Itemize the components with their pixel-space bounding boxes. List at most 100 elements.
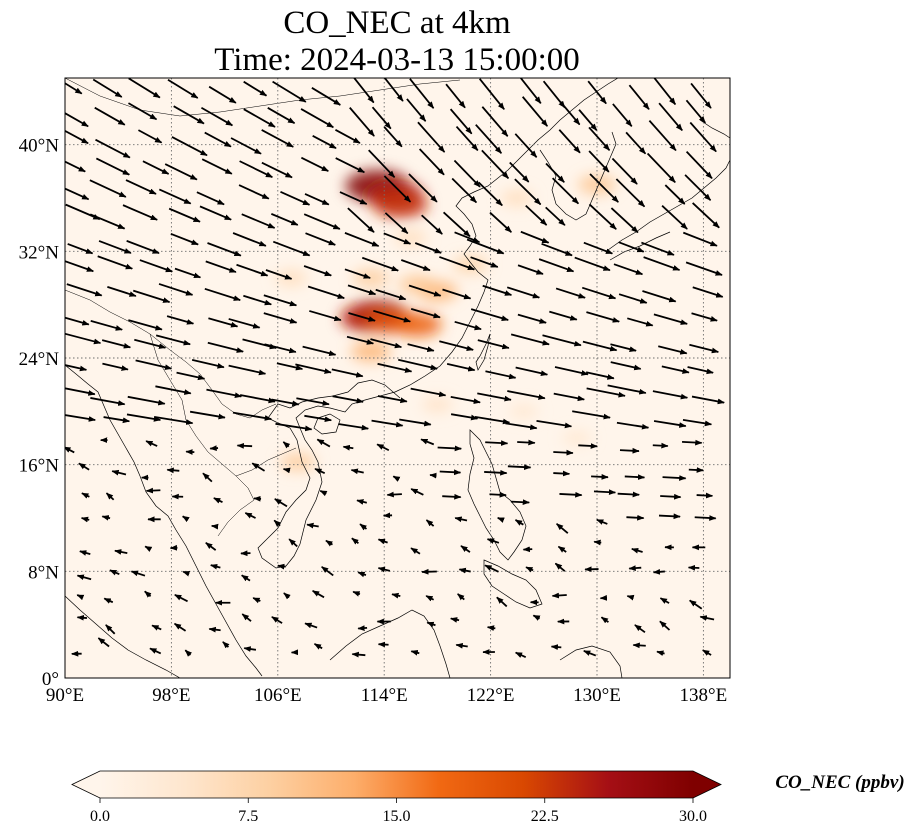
wind-arrow	[79, 550, 91, 556]
wind-arrow	[691, 395, 725, 405]
concentration-hotspot	[394, 229, 427, 247]
wind-arrow	[702, 649, 712, 656]
wind-arrow	[455, 642, 468, 649]
wind-arrow	[445, 83, 466, 109]
wind-arrow	[485, 440, 509, 446]
lat-tick-label: 8°N	[28, 562, 59, 583]
wind-arrow	[149, 647, 162, 655]
wind-arrow	[437, 445, 462, 452]
wind-arrow	[450, 617, 460, 623]
wind-arrow	[65, 129, 89, 145]
wind-arrow	[303, 265, 332, 277]
wind-arrow	[484, 469, 508, 476]
colorbar-body	[100, 771, 693, 798]
wind-arrow	[65, 160, 86, 173]
wind-arrow	[288, 538, 298, 548]
wind-arrow	[375, 288, 407, 301]
wind-arrow	[383, 126, 403, 148]
wind-arrow	[283, 592, 291, 600]
wind-arrow	[478, 181, 503, 207]
wind-arrow	[658, 513, 681, 520]
wind-arrow	[182, 570, 191, 577]
wind-arrow	[335, 129, 361, 144]
wind-arrow	[398, 358, 438, 371]
concentration-hotspot	[501, 189, 534, 207]
wind-arrow	[282, 467, 291, 474]
wind-arrow	[507, 464, 532, 470]
coastlines	[65, 78, 730, 678]
wind-arrow	[244, 512, 256, 519]
wind-arrow	[134, 338, 167, 349]
wind-arrow	[418, 148, 445, 176]
coastline-philippines	[467, 429, 543, 609]
wind-arrow	[311, 87, 341, 106]
wind-arrow	[475, 124, 503, 154]
wind-arrow	[277, 563, 286, 570]
wind-arrow	[642, 290, 677, 303]
colorbar-tick-label: 7.5	[238, 808, 258, 825]
wind-arrow	[634, 624, 646, 634]
wind-arrow	[484, 564, 499, 573]
wind-arrow	[554, 562, 566, 572]
wind-arrow	[454, 516, 468, 523]
wind-arrow	[210, 563, 221, 570]
wind-arrow	[263, 312, 298, 324]
wind-arrow	[425, 595, 435, 602]
wind-arrow	[507, 390, 546, 400]
wind-arrow	[699, 615, 715, 621]
wind-arrow	[409, 78, 435, 109]
wind-arrow	[628, 565, 642, 571]
coastline-bay	[65, 364, 197, 567]
wind-arrow	[189, 410, 226, 420]
wind-arrow	[377, 566, 391, 573]
wind-arrow	[81, 492, 90, 499]
wind-arrow	[309, 310, 342, 322]
wind-arrow	[489, 491, 507, 498]
wind-arrow	[342, 444, 354, 451]
wind-arrow	[553, 470, 571, 477]
wind-arrow	[202, 472, 213, 483]
wind-arrow	[682, 439, 703, 446]
wind-arrow	[127, 395, 166, 406]
wind-arrow	[587, 80, 607, 105]
wind-arrow	[460, 545, 471, 553]
wind-arrow	[470, 256, 499, 268]
wind-arrow	[239, 160, 274, 179]
wind-arrow	[514, 133, 538, 158]
wind-arrow	[263, 294, 298, 307]
wind-arrow	[648, 120, 677, 152]
wind-arrow	[425, 519, 435, 527]
wind-arrow	[481, 106, 509, 137]
wind-arrow	[588, 126, 611, 151]
wind-arrow	[296, 397, 330, 406]
wind-arrow	[319, 489, 328, 497]
wind-arrow	[101, 339, 131, 349]
wind-arrow	[661, 365, 690, 374]
wind-arrow	[505, 422, 538, 431]
wind-arrow	[517, 264, 544, 275]
lon-tick-label: 106°E	[254, 685, 302, 706]
wind-arrow	[314, 467, 326, 475]
wind-arrow	[206, 388, 243, 399]
colorbar-extend-high	[693, 771, 721, 798]
wind-arrow	[173, 105, 205, 125]
wind-arrow	[273, 519, 281, 527]
wind-arrow	[300, 156, 329, 172]
wind-arrow	[510, 499, 530, 506]
wind-arrow	[489, 211, 512, 233]
wind-arrow	[145, 440, 158, 447]
wind-arrow	[689, 343, 719, 354]
concentration-hotspot	[562, 430, 592, 446]
lon-tick-label: 90°E	[46, 685, 84, 706]
wind-arrow	[122, 204, 158, 221]
wind-arrow	[611, 157, 638, 185]
wind-arrow	[442, 211, 471, 238]
wind-arrow	[359, 523, 368, 531]
lon-tick-label: 114°E	[361, 685, 408, 706]
wind-arrow	[685, 99, 706, 124]
wind-arrow	[295, 363, 332, 374]
wind-arrow	[386, 491, 402, 498]
wind-arrow	[126, 413, 162, 422]
wind-arrow	[383, 232, 412, 245]
wind-arrow	[65, 446, 75, 454]
